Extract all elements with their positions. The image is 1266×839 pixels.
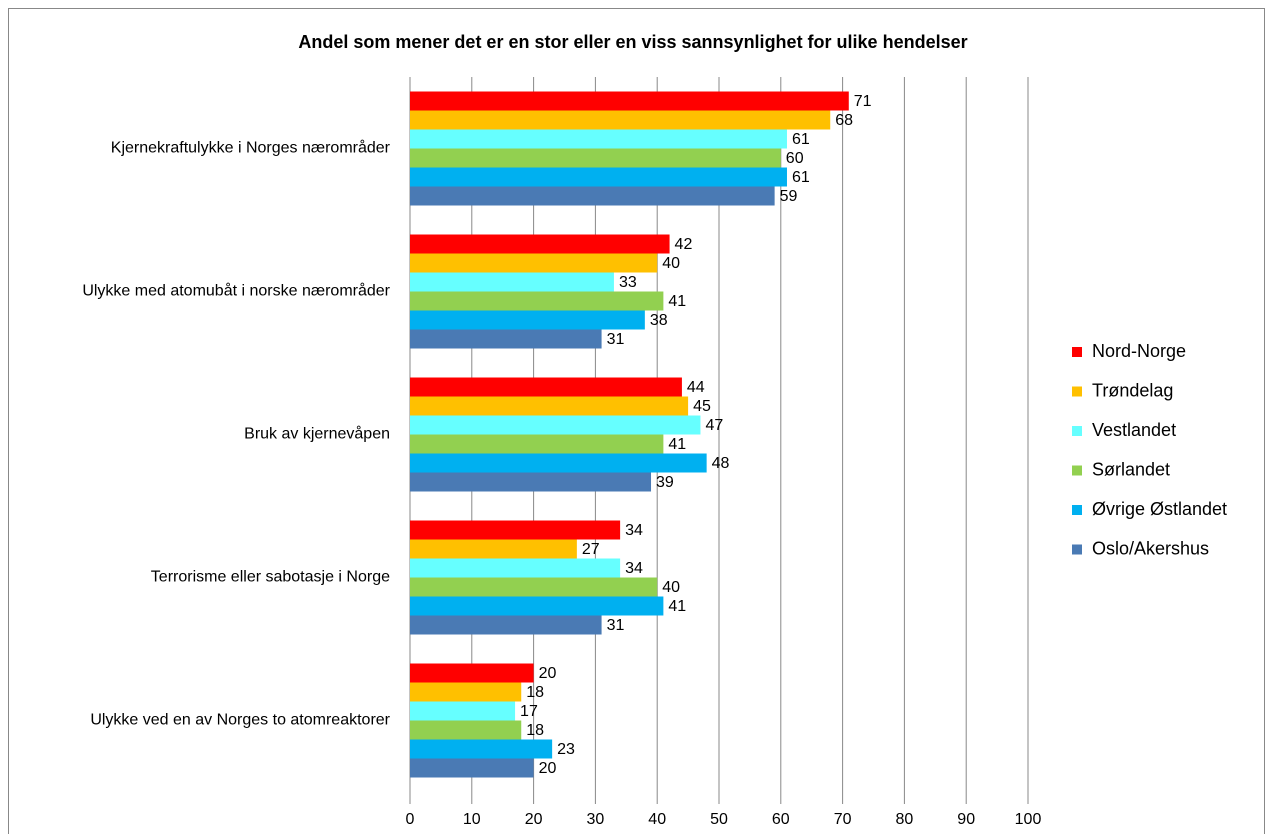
value-label: 31 [607,331,625,348]
x-tick-label: 60 [772,811,790,828]
value-label: 44 [687,379,705,396]
bar [410,110,831,130]
bar [410,329,602,349]
legend-label: Oslo/Akershus [1092,538,1209,558]
bar [410,234,670,254]
bar [410,472,652,492]
bar [410,310,645,330]
value-label: 61 [792,169,810,186]
legend-label: Øvrige Østlandet [1092,499,1227,519]
bar [410,291,664,311]
value-label: 20 [539,665,557,682]
bar [410,272,614,292]
legend-label: Vestlandet [1092,420,1176,440]
bar [410,415,701,435]
bar [410,701,516,721]
value-label: 34 [625,560,643,577]
value-label: 47 [705,417,723,434]
bar [410,396,689,416]
bar [410,720,522,740]
bar [410,663,534,683]
value-label: 18 [526,722,544,739]
value-label: 41 [668,436,686,453]
legend-swatch [1072,347,1082,357]
value-label: 27 [582,541,600,558]
value-label: 17 [520,703,538,720]
bar [410,682,522,702]
bar [410,377,682,397]
y-tick-label: Bruk av kjernevåpen [244,425,390,443]
bar [410,758,534,778]
x-tick-label: 90 [957,811,975,828]
value-label: 20 [539,760,557,777]
value-label: 59 [780,188,798,205]
y-tick-label: Ulykke med atomubåt i norske nærområder [82,282,390,300]
value-label: 41 [668,598,686,615]
bar [410,615,602,635]
value-label: 18 [526,684,544,701]
bar [410,253,658,273]
y-tick-label: Kjernekraftulykke i Norges nærområder [111,139,391,157]
legend-swatch [1072,544,1082,555]
bar [410,558,621,578]
x-tick-label: 20 [525,811,543,828]
x-tick-label: 80 [896,811,914,828]
bar [410,148,781,168]
legend-label: Sørlandet [1092,459,1170,479]
value-label: 40 [662,255,680,272]
bar [410,739,553,759]
x-tick-label: 100 [1015,811,1042,828]
value-label: 61 [792,131,810,148]
y-tick-label: Ulykke ved en av Norges to atomreaktorer [90,712,390,729]
x-tick-label: 40 [648,811,666,828]
value-label: 71 [854,93,872,110]
bar [410,539,577,559]
chart-title: Andel som mener det er en stor eller en … [298,32,967,52]
bar [410,167,787,187]
bar [410,520,621,540]
value-label: 45 [693,398,711,415]
value-label: 23 [557,741,575,758]
value-label: 40 [662,579,680,596]
legend-label: Trøndelag [1092,380,1173,400]
bar [410,129,787,149]
bar [410,596,664,616]
value-label: 31 [607,617,625,634]
legend-swatch [1072,465,1082,476]
bar [410,186,775,206]
legend-swatch [1072,505,1082,515]
value-label: 48 [712,455,730,472]
value-label: 39 [656,474,674,491]
bar [410,434,664,454]
x-tick-label: 50 [710,811,728,828]
x-tick-label: 0 [406,811,415,828]
bar [410,577,658,597]
x-tick-label: 70 [834,811,852,828]
value-label: 68 [835,112,853,129]
value-label: 42 [675,236,693,253]
legend-swatch [1072,386,1082,397]
x-tick-label: 30 [587,811,605,828]
value-label: 60 [786,150,804,167]
value-label: 38 [650,312,668,329]
legend-swatch [1072,426,1082,436]
bar [410,453,707,473]
value-label: 41 [668,293,686,310]
value-label: 33 [619,274,637,291]
value-label: 34 [625,522,643,539]
x-tick-label: 10 [463,811,481,828]
legend-label: Nord-Norge [1092,341,1186,361]
bar [410,91,849,111]
y-tick-label: Terrorisme eller sabotasje i Norge [151,569,390,586]
